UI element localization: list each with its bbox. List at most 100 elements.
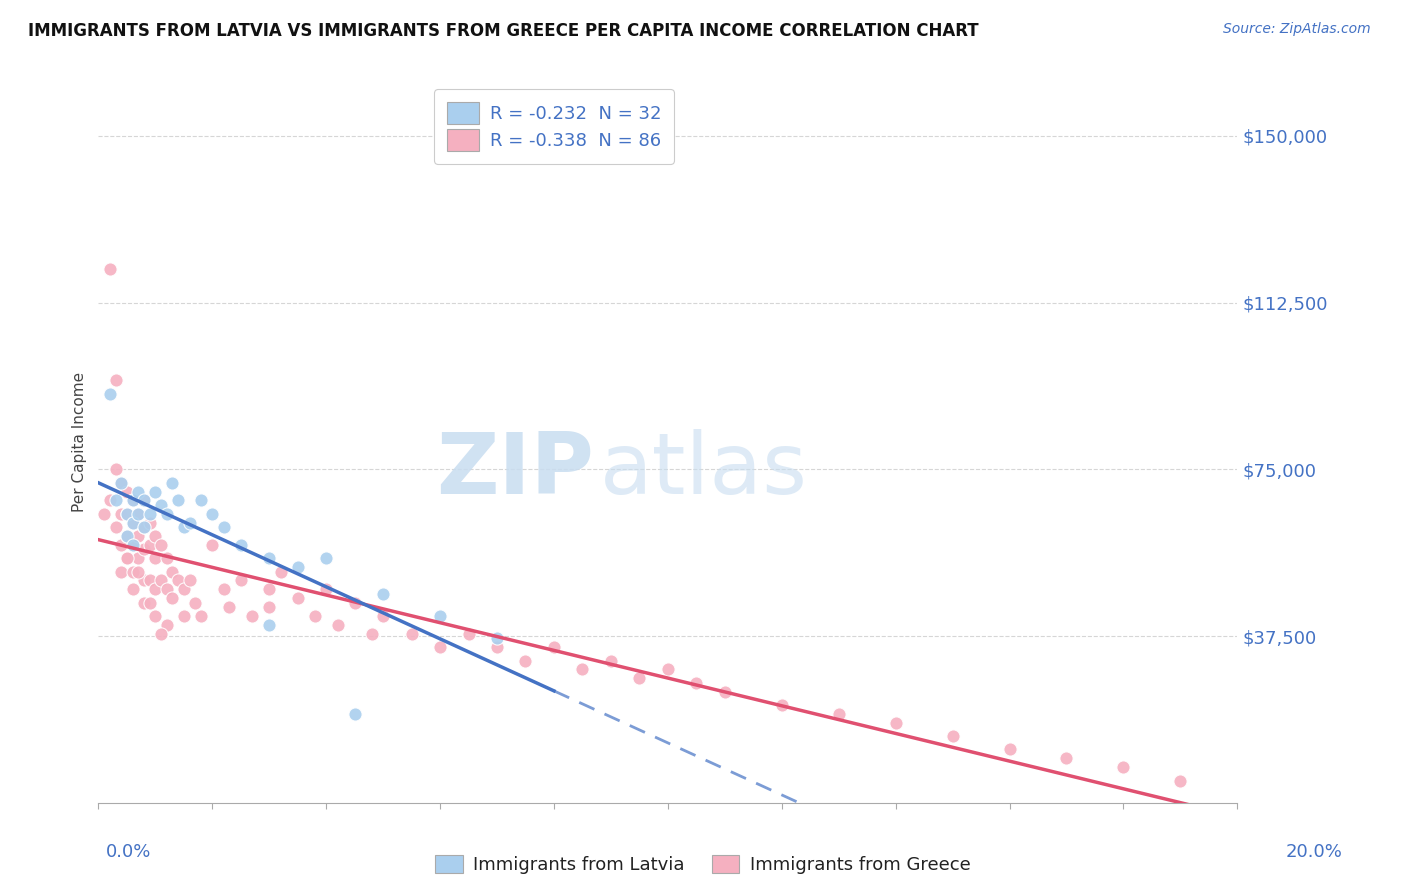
Point xyxy=(167,493,190,508)
Point xyxy=(373,587,395,601)
Point xyxy=(98,493,121,508)
Point xyxy=(304,609,326,624)
Point xyxy=(229,574,252,588)
Point xyxy=(429,640,451,655)
Point xyxy=(121,493,143,508)
Point xyxy=(138,574,160,588)
Point xyxy=(115,484,138,499)
Point xyxy=(127,484,149,499)
Point xyxy=(121,565,143,579)
Point xyxy=(326,618,349,632)
Point xyxy=(110,475,132,490)
Point xyxy=(212,582,235,597)
Point xyxy=(1112,760,1135,774)
Point xyxy=(343,596,366,610)
Point xyxy=(98,386,121,401)
Point xyxy=(179,516,201,530)
Point xyxy=(1170,773,1192,788)
Point xyxy=(167,574,190,588)
Point xyxy=(156,507,179,521)
Point xyxy=(486,632,509,646)
Point xyxy=(515,653,537,667)
Point xyxy=(104,520,127,534)
Point xyxy=(884,715,907,730)
Point xyxy=(121,538,143,552)
Point xyxy=(173,609,195,624)
Point xyxy=(127,565,149,579)
Text: 0.0%: 0.0% xyxy=(105,843,150,861)
Point xyxy=(127,507,149,521)
Point xyxy=(173,520,195,534)
Point xyxy=(162,565,184,579)
Text: IMMIGRANTS FROM LATVIA VS IMMIGRANTS FROM GREECE PER CAPITA INCOME CORRELATION C: IMMIGRANTS FROM LATVIA VS IMMIGRANTS FRO… xyxy=(28,22,979,40)
Point xyxy=(173,582,195,597)
Point xyxy=(315,582,337,597)
Point xyxy=(110,538,132,552)
Point xyxy=(628,671,651,685)
Point xyxy=(343,706,366,721)
Point xyxy=(150,627,173,641)
Point xyxy=(132,520,155,534)
Point xyxy=(401,627,423,641)
Text: ZIP: ZIP xyxy=(436,429,593,512)
Point xyxy=(184,596,207,610)
Point xyxy=(486,640,509,655)
Point xyxy=(121,516,143,530)
Point xyxy=(138,516,160,530)
Point xyxy=(657,662,679,676)
Point xyxy=(429,609,451,624)
Point xyxy=(132,574,155,588)
Point xyxy=(145,609,167,624)
Point xyxy=(179,574,201,588)
Point xyxy=(104,462,127,476)
Point xyxy=(127,529,149,543)
Point xyxy=(132,542,155,557)
Y-axis label: Per Capita Income: Per Capita Income xyxy=(72,371,87,512)
Point xyxy=(828,706,851,721)
Point xyxy=(1056,751,1078,765)
Point xyxy=(315,551,337,566)
Point xyxy=(127,551,149,566)
Point xyxy=(229,538,252,552)
Point xyxy=(150,538,173,552)
Point xyxy=(132,520,155,534)
Point xyxy=(115,551,138,566)
Point xyxy=(132,493,155,508)
Point xyxy=(360,627,382,641)
Point xyxy=(259,582,281,597)
Point xyxy=(270,565,292,579)
Point xyxy=(104,373,127,387)
Point xyxy=(212,520,235,534)
Point xyxy=(115,507,138,521)
Point xyxy=(110,565,132,579)
Point xyxy=(156,618,179,632)
Point xyxy=(115,507,138,521)
Point xyxy=(259,618,281,632)
Point xyxy=(685,675,707,690)
Point xyxy=(115,529,138,543)
Text: 20.0%: 20.0% xyxy=(1286,843,1343,861)
Point xyxy=(145,582,167,597)
Point xyxy=(156,551,179,566)
Legend: R = -0.232  N = 32, R = -0.338  N = 86: R = -0.232 N = 32, R = -0.338 N = 86 xyxy=(434,89,673,164)
Point xyxy=(104,493,127,508)
Point xyxy=(115,551,138,566)
Point xyxy=(998,742,1021,756)
Point xyxy=(150,498,173,512)
Point xyxy=(373,609,395,624)
Legend: Immigrants from Latvia, Immigrants from Greece: Immigrants from Latvia, Immigrants from … xyxy=(429,847,977,881)
Point xyxy=(240,609,263,624)
Point xyxy=(138,507,160,521)
Point xyxy=(98,262,121,277)
Point xyxy=(190,609,212,624)
Point xyxy=(201,538,224,552)
Point xyxy=(145,484,167,499)
Point xyxy=(121,516,143,530)
Point xyxy=(132,493,155,508)
Point xyxy=(201,507,224,521)
Point xyxy=(138,596,160,610)
Point xyxy=(93,507,115,521)
Text: Source: ZipAtlas.com: Source: ZipAtlas.com xyxy=(1223,22,1371,37)
Point xyxy=(145,529,167,543)
Point xyxy=(110,507,132,521)
